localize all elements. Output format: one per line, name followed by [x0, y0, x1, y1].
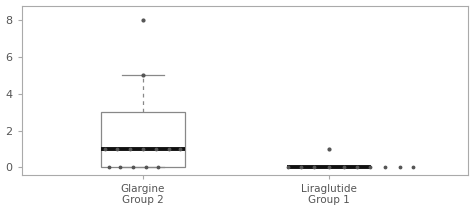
PathPatch shape	[101, 112, 184, 168]
